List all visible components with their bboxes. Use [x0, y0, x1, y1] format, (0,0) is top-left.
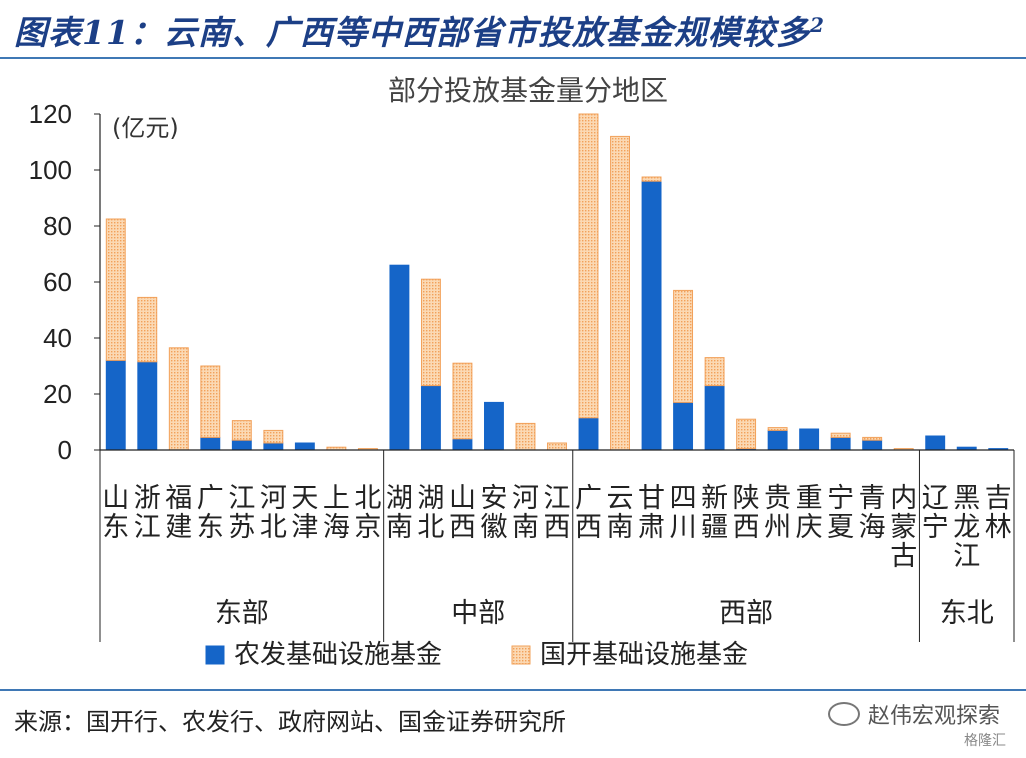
y-tick-label: 0	[58, 435, 72, 465]
x-tick-label: 广东	[197, 483, 224, 543]
bar-guokai-云南	[610, 135, 630, 451]
chart-legend: 农发基础设施基金 国开基础设施基金	[205, 640, 748, 670]
footer-divider	[0, 689, 1026, 691]
bar-nongfa-青海	[862, 439, 883, 451]
x-tick-label: 天津	[291, 483, 318, 543]
watermark-logo: 格隆汇	[964, 733, 1006, 749]
watermark: 赵伟宏观探索	[827, 698, 1000, 730]
x-tick-label: 湖南	[386, 483, 413, 543]
bar-guokai-江苏	[231, 420, 252, 441]
bar-guokai-广西	[578, 113, 599, 419]
x-tick-label: 山东	[102, 483, 129, 543]
bar-guokai-湖北	[420, 278, 441, 387]
bar-nongfa-辽宁	[925, 435, 946, 451]
y-axis: 0 20 40 60 80 100 120	[29, 99, 101, 465]
bar-nongfa-甘肃	[641, 180, 662, 451]
x-tick-label: 江苏	[228, 483, 255, 543]
bar-nongfa-江苏	[231, 439, 252, 451]
bar-nongfa-山东	[105, 359, 126, 451]
bar-nongfa-安徽	[484, 401, 504, 451]
x-tick-label: 安徽	[480, 483, 507, 543]
x-tick-label: 广西	[575, 483, 602, 543]
wechat-icon	[827, 702, 860, 726]
bar-guokai-新疆	[704, 357, 725, 387]
bar-guokai-四川	[673, 289, 694, 403]
bar-guokai-河北	[263, 429, 284, 444]
x-tick-label: 北京	[354, 483, 381, 543]
x-tick-label: 新疆	[701, 483, 728, 543]
bar-guokai-河南	[515, 422, 536, 451]
y-tick-label: 40	[43, 323, 72, 353]
group-label: 中部	[451, 598, 505, 629]
y-tick-label: 80	[43, 211, 72, 241]
bar-guokai-甘肃	[641, 176, 662, 182]
bar-guokai-贵州	[767, 427, 788, 431]
x-tick-label: 内蒙古	[890, 483, 917, 572]
legend-swatch-guokai	[511, 645, 531, 665]
x-tick-label: 黑龙江	[953, 483, 980, 572]
x-tick-label: 河北	[260, 483, 287, 543]
bar-nongfa-河北	[263, 442, 284, 451]
bar-nongfa-山西	[452, 438, 473, 451]
report-header: 图表11：云南、广西等中西部省市投放基金规模较多2	[0, 0, 1026, 59]
x-tick-label: 云南	[607, 483, 634, 543]
bar-nongfa-湖北	[420, 385, 441, 451]
group-label: 东北	[940, 598, 994, 629]
y-axis-unit-label: (亿元)	[112, 114, 179, 142]
bar-guokai-江西	[547, 442, 567, 451]
x-tick-label: 宁夏	[827, 483, 854, 543]
x-tick-label: 江西	[544, 483, 571, 543]
bar-nongfa-贵州	[767, 429, 788, 451]
bar-nongfa-湖南	[389, 264, 410, 451]
y-tick-label: 60	[43, 267, 72, 297]
header-divider	[0, 57, 1026, 59]
x-tick-label: 陕西	[733, 483, 760, 543]
bar-nongfa-四川	[673, 401, 694, 451]
x-tick-label: 重庆	[796, 483, 823, 543]
x-tick-label: 贵州	[764, 483, 791, 543]
figure-title: 图表11：云南、广西等中西部省市投放基金规模较多2	[14, 13, 825, 52]
bar-nongfa-浙江	[137, 361, 158, 451]
group-label: 西部	[719, 598, 773, 629]
x-tick-label: 甘肃	[638, 483, 665, 543]
source-note: 来源：国开行、农发行、政府网站、国金证券研究所	[14, 708, 566, 736]
x-tick-label: 湖北	[417, 483, 444, 543]
legend-label-nongfa: 农发基础设施基金	[234, 640, 442, 670]
y-tick-label: 100	[29, 155, 72, 185]
bar-guokai-山西	[452, 362, 473, 440]
x-tick-label: 河南	[512, 483, 539, 543]
legend-label-guokai: 国开基础设施基金	[540, 640, 748, 670]
bar-nongfa-宁夏	[830, 436, 851, 451]
bar-nongfa-天津	[294, 442, 315, 451]
bar-guokai-宁夏	[830, 432, 851, 438]
bar-guokai-福建	[168, 347, 189, 451]
watermark-text: 赵伟宏观探索	[867, 704, 1000, 729]
bar-nongfa-广西	[578, 417, 599, 451]
bars-layer	[105, 113, 1009, 451]
x-tick-label: 浙江	[134, 483, 161, 543]
x-tick-label: 四川	[670, 483, 697, 543]
x-axis: 山东浙江福建广东江苏河北天津上海北京湖南湖北山西安徽河南江西广西云南甘肃四川新疆…	[99, 449, 1015, 642]
x-tick-label: 辽宁	[922, 483, 949, 543]
bar-nongfa-重庆	[799, 428, 820, 451]
bar-guokai-山东	[105, 218, 126, 361]
legend-swatch-nongfa	[205, 645, 225, 665]
bar-nongfa-新疆	[704, 385, 725, 451]
x-tick-label: 吉林	[985, 483, 1012, 543]
x-tick-label: 福建	[165, 483, 192, 543]
group-label: 东部	[215, 598, 269, 629]
bar-nongfa-广东	[200, 436, 221, 451]
x-tick-label: 青海	[859, 483, 886, 543]
x-tick-label: 上海	[323, 483, 350, 543]
y-tick-label: 120	[29, 99, 72, 129]
x-tick-label: 山西	[449, 483, 476, 543]
bar-guokai-青海	[862, 436, 883, 441]
chart-title: 部分投放基金量分地区	[388, 74, 668, 107]
stacked-bar-chart: 部分投放基金量分地区 (亿元) 0 20 40 60 80 100 120 山东浙江福建广东…	[29, 74, 1015, 670]
bar-guokai-广东	[200, 365, 221, 438]
title-footnote: 2	[809, 13, 825, 37]
bar-guokai-陕西	[736, 418, 757, 450]
y-tick-label: 20	[43, 379, 72, 409]
bar-guokai-浙江	[137, 296, 158, 363]
